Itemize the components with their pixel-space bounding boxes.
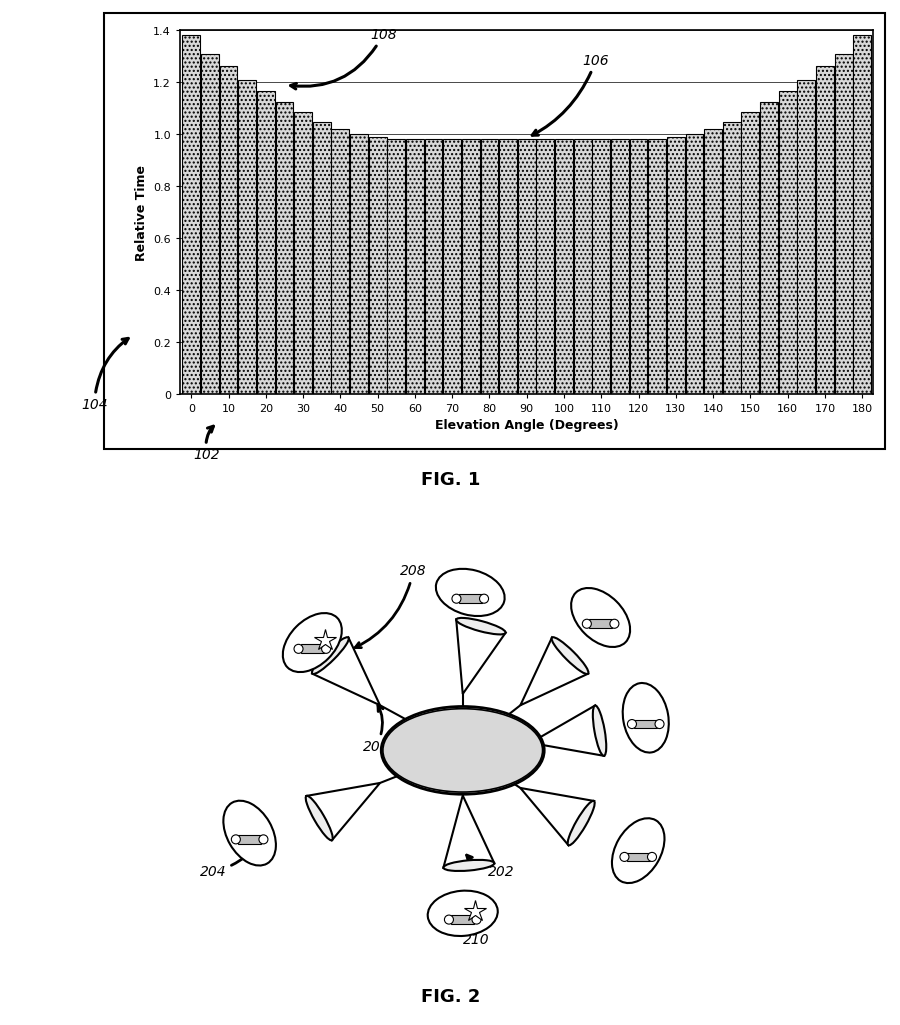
Polygon shape (530, 705, 604, 756)
Bar (834, 55, 852, 395)
Bar (704, 130, 722, 395)
Polygon shape (306, 783, 380, 840)
Bar (301, 645, 323, 654)
Text: FIG. 1: FIG. 1 (420, 470, 480, 489)
Bar (648, 139, 666, 395)
Circle shape (445, 915, 454, 925)
Bar (629, 140, 647, 395)
Ellipse shape (567, 801, 594, 846)
Text: 104: 104 (81, 339, 128, 412)
Text: FIG. 2: FIG. 2 (420, 987, 480, 1006)
Polygon shape (312, 638, 380, 705)
Bar (797, 80, 814, 395)
Bar (592, 140, 610, 395)
Bar (406, 140, 424, 395)
Bar (275, 102, 293, 395)
Text: 210: 210 (463, 913, 489, 946)
Bar (451, 915, 473, 925)
Bar (387, 139, 405, 395)
Bar (499, 140, 517, 395)
Bar (685, 134, 703, 395)
Circle shape (321, 645, 330, 654)
Ellipse shape (381, 706, 544, 794)
Bar (331, 130, 349, 395)
Polygon shape (520, 788, 594, 846)
Polygon shape (456, 620, 506, 694)
Y-axis label: Relative Time: Relative Time (135, 165, 148, 260)
Text: 202: 202 (466, 855, 514, 878)
Circle shape (452, 594, 461, 604)
Ellipse shape (223, 801, 275, 866)
Bar (518, 140, 536, 395)
Circle shape (627, 720, 636, 729)
Ellipse shape (456, 618, 506, 634)
Ellipse shape (306, 796, 333, 840)
Ellipse shape (623, 684, 669, 752)
Polygon shape (443, 795, 494, 868)
Circle shape (654, 720, 664, 729)
Circle shape (480, 594, 489, 604)
Bar (182, 36, 200, 395)
Ellipse shape (552, 638, 589, 674)
Circle shape (294, 645, 303, 654)
Circle shape (647, 853, 656, 862)
Ellipse shape (443, 860, 494, 871)
Ellipse shape (592, 705, 606, 756)
Text: 102: 102 (194, 426, 220, 462)
Bar (256, 91, 274, 395)
Bar (741, 112, 759, 395)
Bar (350, 134, 368, 395)
Bar (481, 140, 499, 395)
Text: 208: 208 (356, 564, 427, 648)
Ellipse shape (311, 638, 348, 674)
Circle shape (259, 835, 268, 844)
Bar (815, 67, 833, 395)
Bar (312, 122, 330, 395)
Bar (590, 619, 612, 628)
Text: 106: 106 (532, 53, 609, 135)
Bar (778, 91, 796, 395)
Bar (220, 67, 238, 395)
Text: 204: 204 (200, 843, 258, 878)
Polygon shape (520, 638, 588, 705)
Bar (760, 102, 778, 395)
X-axis label: Elevation Angle (Degrees): Elevation Angle (Degrees) (435, 419, 618, 433)
Ellipse shape (428, 891, 498, 936)
Bar (611, 140, 628, 395)
Bar (201, 55, 219, 395)
Ellipse shape (612, 818, 664, 884)
Bar (294, 112, 312, 395)
Bar (459, 594, 482, 604)
Circle shape (231, 835, 240, 844)
Text: 108: 108 (291, 28, 397, 89)
Bar (443, 140, 461, 395)
Bar (667, 137, 685, 395)
Bar (462, 140, 480, 395)
Bar (425, 140, 442, 395)
Circle shape (582, 619, 591, 628)
Bar (368, 137, 386, 395)
Circle shape (609, 619, 618, 628)
Bar (238, 835, 261, 844)
Bar (634, 720, 657, 729)
Circle shape (619, 853, 629, 862)
Text: 206: 206 (363, 705, 389, 753)
Circle shape (472, 915, 481, 925)
Bar (723, 122, 741, 395)
Ellipse shape (571, 588, 630, 647)
Ellipse shape (436, 569, 504, 616)
Bar (554, 140, 572, 395)
Bar (626, 853, 649, 861)
Bar (853, 36, 871, 395)
Bar (536, 140, 554, 395)
Bar (573, 140, 591, 395)
Bar (238, 80, 256, 395)
Ellipse shape (283, 613, 342, 672)
